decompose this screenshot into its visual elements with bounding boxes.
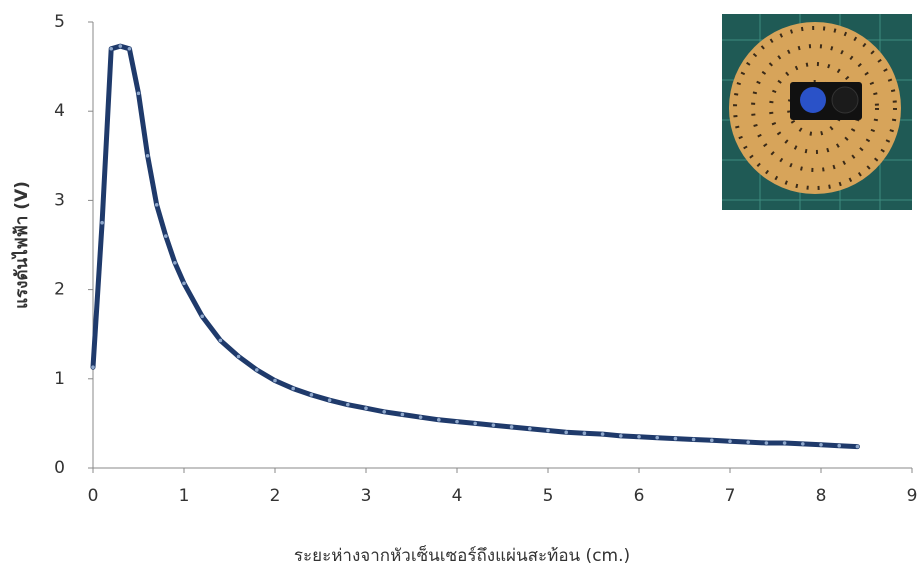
x-tick-label: 2 xyxy=(270,486,281,506)
x-tick-label: 1 xyxy=(179,486,190,506)
data-point xyxy=(564,430,568,435)
data-point xyxy=(100,220,104,225)
x-tick-label: 4 xyxy=(452,486,463,506)
data-point xyxy=(673,436,678,441)
data-point xyxy=(473,421,478,426)
data-point xyxy=(837,443,841,448)
data-point xyxy=(437,418,441,422)
data-point xyxy=(710,438,714,443)
data-point xyxy=(309,393,314,397)
data-point xyxy=(291,386,296,391)
x-tick-label: 3 xyxy=(361,486,372,506)
data-point xyxy=(236,354,241,359)
data-point xyxy=(154,203,159,207)
data-point xyxy=(182,281,186,286)
x-tick-label: 9 xyxy=(907,486,918,506)
data-point xyxy=(855,444,860,449)
data-point xyxy=(455,419,459,424)
data-point xyxy=(218,338,223,343)
data-point xyxy=(600,432,605,436)
data-point xyxy=(509,425,514,429)
data-point xyxy=(173,261,177,265)
data-point xyxy=(127,46,132,51)
data-point xyxy=(364,406,368,411)
data-point xyxy=(655,435,659,440)
y-tick-label: 0 xyxy=(54,458,65,478)
x-axis-label: ระยะห่างจากหัวเซ็นเซอร์ถึงแผ่นสะท้อน (cm… xyxy=(294,544,630,566)
data-point xyxy=(400,412,405,417)
data-point xyxy=(91,365,95,370)
sensor-photo xyxy=(722,14,912,210)
data-point xyxy=(819,443,823,447)
data-point xyxy=(546,428,550,433)
data-point xyxy=(109,46,113,51)
data-point xyxy=(254,368,259,372)
data-point xyxy=(346,402,350,407)
x-tick-label: 8 xyxy=(816,486,827,506)
data-point xyxy=(582,431,587,436)
data-line xyxy=(90,43,860,450)
data-point xyxy=(327,398,332,403)
data-point xyxy=(118,44,123,48)
data-point xyxy=(200,314,204,319)
y-tick-label: 3 xyxy=(54,190,65,210)
y-tick-label: 1 xyxy=(54,369,65,389)
x-tick-label: 7 xyxy=(725,486,736,506)
data-point xyxy=(528,426,532,431)
data-point xyxy=(764,441,769,445)
data-point xyxy=(619,434,623,438)
data-point xyxy=(145,154,150,158)
data-point xyxy=(801,442,805,446)
y-axis-label: แรงดันไฟฟ้า (V) xyxy=(11,181,32,309)
data-point xyxy=(728,439,732,444)
x-tick-label: 5 xyxy=(543,486,554,506)
data-point xyxy=(382,410,387,414)
data-point xyxy=(136,91,141,96)
data-point xyxy=(691,437,696,442)
data-point xyxy=(782,441,787,445)
data-point xyxy=(164,234,168,238)
y-tick-label: 4 xyxy=(54,101,65,121)
y-tick-label: 2 xyxy=(54,280,65,300)
data-point xyxy=(273,378,277,383)
data-point xyxy=(491,423,496,427)
x-tick-label: 0 xyxy=(88,486,99,506)
data-point xyxy=(746,440,750,444)
data-point xyxy=(418,415,423,419)
data-point xyxy=(637,434,641,439)
x-tick-label: 6 xyxy=(634,486,645,506)
y-tick-label: 5 xyxy=(54,12,65,32)
